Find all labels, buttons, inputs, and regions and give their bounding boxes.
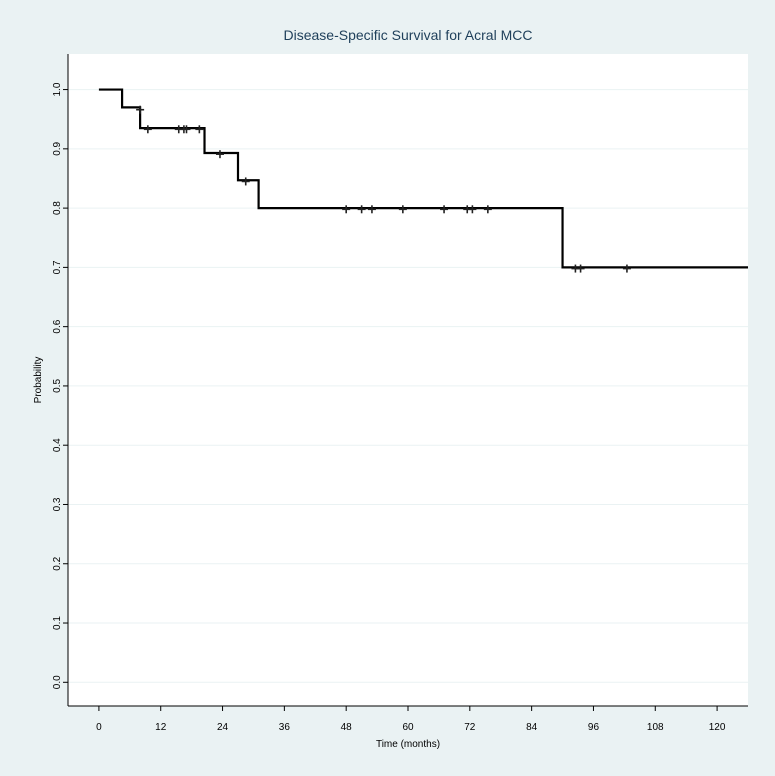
x-tick-label: 12 bbox=[155, 722, 167, 733]
x-tick-label: 0 bbox=[96, 722, 102, 733]
y-tick-label: 0.2 bbox=[52, 556, 63, 570]
x-axis-title: Time (months) bbox=[376, 739, 440, 750]
y-tick-label: 0.6 bbox=[52, 319, 63, 333]
censor-mark bbox=[195, 125, 204, 134]
x-tick-label: 60 bbox=[402, 722, 414, 733]
x-tick-label: 96 bbox=[588, 722, 600, 733]
x-tick-label: 36 bbox=[279, 722, 291, 733]
x-tick-label: 24 bbox=[217, 722, 229, 733]
y-tick-label: 1.0 bbox=[52, 82, 63, 96]
censor-mark bbox=[143, 125, 152, 134]
censor-mark bbox=[367, 205, 376, 214]
y-tick-label: 0.3 bbox=[52, 497, 63, 511]
censor-mark bbox=[576, 264, 585, 273]
x-tick-label: 48 bbox=[341, 722, 353, 733]
y-tick-label: 0.7 bbox=[52, 260, 63, 274]
survival-step-line bbox=[98, 88, 748, 269]
ticks: 0.0 0.1 0.2 0.3 0.4 0.5 0.6 0.7 0.8 0.9 1.0 0 12 24 36… bbox=[52, 82, 726, 733]
y-tick-label: 0.5 bbox=[52, 379, 63, 393]
y-tick-label: 0.1 bbox=[52, 616, 63, 630]
censor-mark bbox=[357, 205, 366, 214]
censor-mark bbox=[136, 105, 145, 114]
chart-title: Disease-Specific Survival for Acral MCC bbox=[284, 27, 533, 43]
censor-mark bbox=[440, 205, 449, 214]
x-tick-label: 72 bbox=[464, 722, 476, 733]
censor-mark bbox=[241, 177, 250, 186]
y-tick-label: 0.9 bbox=[52, 141, 63, 155]
x-tick-label: 84 bbox=[526, 722, 538, 733]
censor-marks bbox=[136, 105, 631, 273]
censor-mark bbox=[622, 264, 631, 273]
y-tick-label: 0.8 bbox=[52, 201, 63, 215]
series bbox=[98, 88, 748, 269]
y-axis-title: Probability bbox=[33, 357, 44, 404]
censor-mark bbox=[483, 205, 492, 214]
x-tick-label: 120 bbox=[709, 722, 726, 733]
censor-mark bbox=[342, 205, 351, 214]
censor-mark bbox=[398, 205, 407, 214]
censor-mark bbox=[468, 205, 477, 214]
censor-mark bbox=[215, 150, 224, 159]
y-tick-label: 0.4 bbox=[52, 438, 63, 452]
plot-area bbox=[68, 54, 748, 706]
x-tick-label: 108 bbox=[647, 722, 664, 733]
censor-mark bbox=[182, 125, 191, 134]
y-tick-label: 0.0 bbox=[52, 675, 63, 689]
